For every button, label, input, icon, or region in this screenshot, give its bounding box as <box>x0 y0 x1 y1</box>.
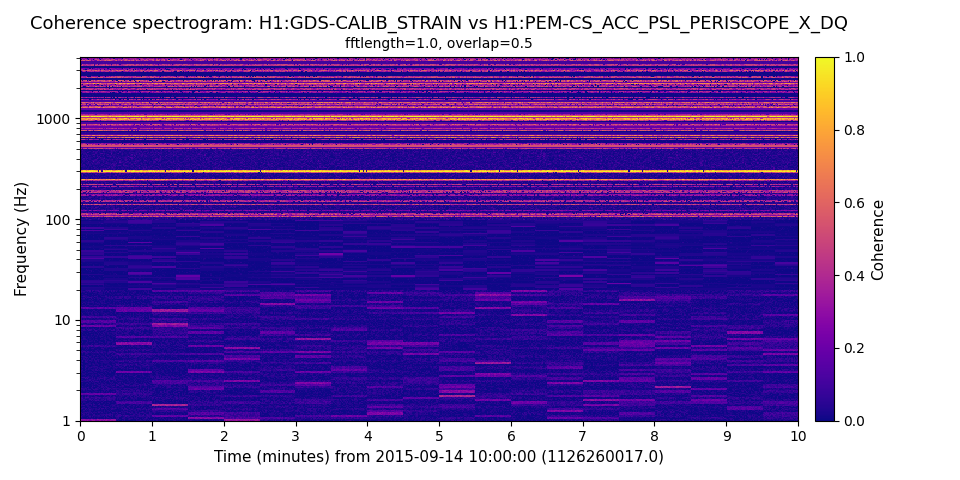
Y-axis label: Frequency (Hz): Frequency (Hz) <box>15 181 30 296</box>
X-axis label: Time (minutes) from 2015-09-14 10:00:00 (1126260017.0): Time (minutes) from 2015-09-14 10:00:00 … <box>214 450 664 465</box>
Y-axis label: Coherence: Coherence <box>871 198 886 280</box>
Text: fftlength=1.0, overlap=0.5: fftlength=1.0, overlap=0.5 <box>346 37 533 51</box>
Title: Coherence spectrogram: H1:GDS-CALIB_STRAIN vs H1:PEM-CS_ACC_PSL_PERISCOPE_X_DQ: Coherence spectrogram: H1:GDS-CALIB_STRA… <box>30 15 849 33</box>
